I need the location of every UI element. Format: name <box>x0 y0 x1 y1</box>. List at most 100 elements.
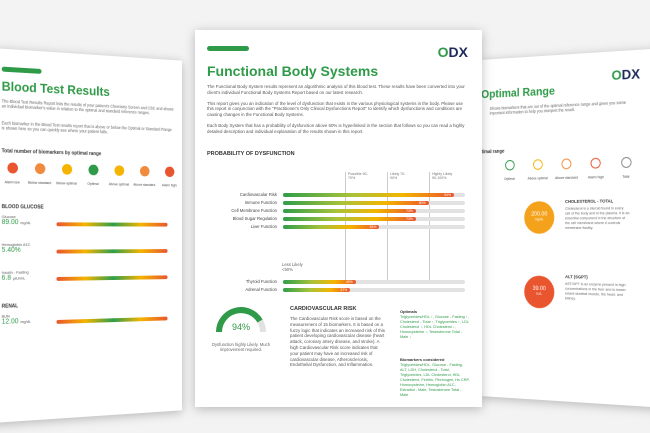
legend-dot <box>532 159 543 170</box>
legend-item: Below optimal <box>55 162 79 186</box>
center-title: Functional Body Systems <box>207 63 379 79</box>
bar-label: Immune Function <box>244 200 277 205</box>
bar-value: 40% <box>346 280 353 284</box>
legend-dot <box>561 158 572 170</box>
legend-dot <box>114 165 124 176</box>
legend-dot <box>590 157 601 169</box>
risk-heading: CARDIOVASCULAR RISK <box>290 306 357 312</box>
bar-track: 37% <box>283 288 465 292</box>
side-text: Triglycerides/HDL, Glucose - Fasting, AL… <box>400 363 470 397</box>
right-intro: Shows biomarkers that are out of the opt… <box>489 99 627 116</box>
biomarker-row: Hemoglobin A1C 5.40% <box>2 242 174 270</box>
bar: 40% <box>283 280 356 284</box>
legend-item: Above standard <box>555 156 578 180</box>
bar: 73% <box>283 209 416 213</box>
legend-dot <box>88 164 98 176</box>
legend-label: Alarm low <box>4 180 20 185</box>
bar-value: 73% <box>406 217 413 221</box>
left-intro: The Blood Test Results Report lists the … <box>1 98 174 116</box>
legend-label: Above optimal <box>108 182 129 187</box>
gauge <box>216 307 266 333</box>
legend-heading: Total number of biomarkers by optimal ra… <box>1 148 102 158</box>
paragraph: Each Body System that has a probability … <box>207 122 465 134</box>
legend-item: Optimal <box>81 162 104 186</box>
bar: 73% <box>283 217 416 221</box>
legend-label: Above optimal <box>527 176 548 181</box>
biomarker-row: Insulin - Fasting 6.8 µIU/mL <box>2 268 174 298</box>
bar-label: Liver Function <box>250 224 277 229</box>
logo: ODX <box>611 65 641 83</box>
bar-value: 53% <box>369 225 377 229</box>
paragraphs: The Functional Body System results repre… <box>207 84 469 140</box>
legend-label: Alarm high <box>161 183 177 188</box>
range-bar <box>56 222 168 227</box>
left-intro: Each biomarker in the Blood Test results… <box>1 120 172 135</box>
legend-dot <box>34 163 45 175</box>
bar-track: 73% <box>283 217 465 221</box>
biomarker-row: Glucose 89.00 mg/dL <box>2 214 174 242</box>
legend-label: Above standard <box>133 182 156 187</box>
right-page: ODX Optimal Range Shows biomarkers that … <box>481 48 650 408</box>
value: 12.00 <box>1 318 19 326</box>
value: 6.8 <box>1 274 12 282</box>
legend-item: Alarm low <box>0 160 25 185</box>
left-title: Blood Test Results <box>1 78 110 99</box>
legend-item: Alarm high <box>158 164 180 187</box>
bar-value: 37% <box>340 288 348 292</box>
section-name: RENAL <box>1 303 19 310</box>
side-heading: Biomarkers considered <box>400 357 445 362</box>
legend-dot <box>620 156 632 169</box>
bar-track: 40% <box>283 280 465 284</box>
legend-dot <box>139 165 150 177</box>
range-bar <box>56 275 168 281</box>
item: 200.00 mg/dL CHOLESTEROL - TOTAL Cholestero… <box>498 198 643 275</box>
value: 89.00 <box>1 219 19 227</box>
bar: 37% <box>283 288 351 292</box>
item: 39.00 IU/L ALT (SGPT) AST/GPT is an enzyme … <box>498 273 643 353</box>
bar-label: Thyroid Function <box>245 279 277 284</box>
legend-item: Optimal <box>498 158 520 181</box>
bar-track: 53% <box>283 225 465 229</box>
legend-dot <box>164 166 174 178</box>
bar: 53% <box>283 225 380 229</box>
side-heading: Optimals <box>400 309 418 314</box>
legend-item: Above optimal <box>107 163 130 187</box>
item-text: Cholesterol is a steroid found in every … <box>565 206 630 230</box>
bar-label: Blood Sugar Regulation <box>232 216 277 221</box>
center-page: ODX Functional Body Systems The Function… <box>195 30 482 407</box>
gauge-value: 94% <box>231 322 250 332</box>
section-heading: PROBABILITY OF DYSFUNCTION <box>207 151 295 157</box>
legend-dot <box>6 162 18 174</box>
bar-value: 94% <box>444 193 452 197</box>
bar: 94% <box>283 193 455 197</box>
legend-item: Below standard <box>27 161 51 185</box>
legend-label: Optimal <box>504 176 515 181</box>
bar-value: 73% <box>406 209 413 213</box>
legend-label: Optimal <box>87 181 99 186</box>
legend-item: Above optimal <box>526 157 549 180</box>
value-circle: 39.00 IU/L <box>524 275 555 309</box>
legend-label: Alarm high <box>587 175 604 180</box>
legend-item: Total <box>614 155 638 179</box>
unit: IU/L <box>536 291 543 296</box>
unit: µIU/mL <box>12 275 26 281</box>
legend-item: Alarm high <box>584 156 608 180</box>
items: 200.00 mg/dL CHOLESTEROL - TOTAL Cholestero… <box>498 198 643 353</box>
paragraph: This report gives you an indication of t… <box>207 100 463 118</box>
sections: BLOOD GLUCOSE Glucose 89.00 mg/dL Hemoglobin… <box>2 198 174 342</box>
bar-track: 73% <box>283 209 465 213</box>
biomarker-row: BUN 12.00 mg/dL <box>2 309 174 342</box>
legend: Optimal Above optimal Above standard Alarm … <box>498 155 638 181</box>
legend-dot <box>61 163 72 175</box>
section-name: BLOOD GLUCOSE <box>1 204 44 211</box>
logo: ODX <box>437 44 468 60</box>
side-text: Triglycerides/HDL ↑, Glucose - Fasting ↑… <box>400 315 469 339</box>
bar-track: 94% <box>283 193 465 197</box>
item-name: CHOLESTEROL - TOTAL <box>565 198 614 204</box>
risk-text: The Cardiovascular Risk score is based o… <box>290 316 385 368</box>
paragraph: The Functional Body System results repre… <box>207 84 465 95</box>
legend-item: Above standard <box>133 164 156 187</box>
legend-label: Below optimal <box>56 181 77 186</box>
gauge-caption: Dysfunction highly Likely. Much improvem… <box>211 342 271 353</box>
